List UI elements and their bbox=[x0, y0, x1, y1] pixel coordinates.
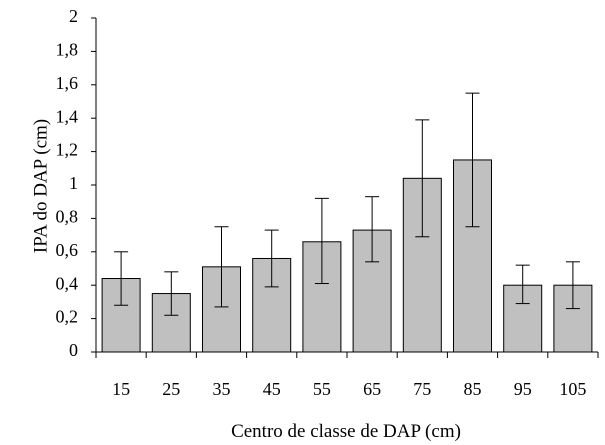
x-tick-label: 35 bbox=[213, 379, 231, 399]
bar bbox=[252, 257, 292, 353]
y-tick-label: 1,2 bbox=[56, 140, 79, 160]
x-axis-label: Centro de classe de DAP (cm) bbox=[231, 421, 461, 442]
x-tick-label: 15 bbox=[112, 379, 130, 399]
x-tick-label: 95 bbox=[514, 379, 532, 399]
y-tick-label: 1,6 bbox=[56, 73, 79, 93]
y-axis-label: IPA do DAP (cm) bbox=[30, 119, 51, 253]
y-tick-label: 0,4 bbox=[56, 273, 79, 293]
y-tick-label: 0,2 bbox=[56, 307, 79, 327]
y-tick-label: 1 bbox=[69, 173, 78, 193]
x-tick-label: 105 bbox=[559, 379, 586, 399]
y-tick-label: 0,8 bbox=[56, 207, 79, 227]
y-tick-label: 0,6 bbox=[56, 240, 79, 260]
y-tick-label: 2 bbox=[69, 6, 78, 26]
x-tick-label: 85 bbox=[464, 379, 482, 399]
x-tick-label: 65 bbox=[363, 379, 381, 399]
plot-area: 0 0,2 0,4 0,6 0,8 1 1,2 1,4 1,6 1,8 2 15 25 35 45 55 65 7… bbox=[56, 6, 599, 399]
x-tick-label: 55 bbox=[313, 379, 331, 399]
y-tick-label: 1,8 bbox=[56, 40, 79, 60]
x-tick-label: 25 bbox=[162, 379, 180, 399]
y-tick-label: 0 bbox=[69, 340, 78, 360]
x-tick-label: 75 bbox=[413, 379, 431, 399]
y-tick-label: 1,4 bbox=[56, 106, 79, 126]
x-tick-label: 45 bbox=[263, 379, 281, 399]
